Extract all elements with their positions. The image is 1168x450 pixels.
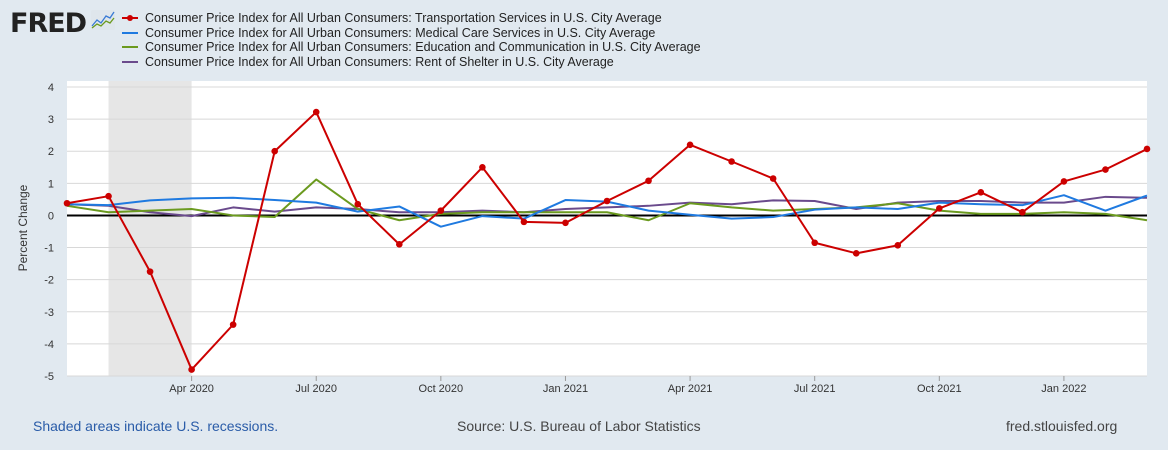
data-point <box>312 108 320 116</box>
legend: Consumer Price Index for All Urban Consu… <box>122 11 701 69</box>
data-point <box>1143 145 1151 153</box>
data-point <box>977 189 985 196</box>
y-tick-label: 4 <box>48 82 54 94</box>
plot-area <box>67 81 1147 376</box>
x-tick-label: Apr 2020 <box>169 383 214 395</box>
data-point <box>354 200 362 208</box>
data-point <box>811 239 818 247</box>
legend-label: Consumer Price Index for All Urban Consu… <box>145 25 656 40</box>
x-tick-label: Jan 2021 <box>543 383 588 395</box>
y-tick-label: -3 <box>44 307 54 319</box>
y-tick-label: 0 <box>48 210 54 222</box>
data-point <box>894 242 902 249</box>
data-point <box>728 158 735 165</box>
legend-item-education[interactable]: Consumer Price Index for All Urban Consu… <box>122 40 701 55</box>
legend-label: Consumer Price Index for All Urban Consu… <box>145 40 701 54</box>
legend-label: Consumer Price Index for All Urban Consu… <box>145 11 662 25</box>
fred-chart-icon <box>91 10 115 30</box>
data-point <box>479 163 486 171</box>
legend-item-shelter[interactable]: Consumer Price Index for All Urban Consu… <box>122 55 701 70</box>
site-link[interactable]: fred.stlouisfed.org <box>1006 418 1118 434</box>
data-point <box>603 197 611 205</box>
x-tick-label: Oct 2020 <box>419 383 464 395</box>
data-point <box>1060 178 1068 185</box>
data-point <box>271 147 278 155</box>
legend-label: Consumer Price Index for All Urban Consu… <box>145 54 614 69</box>
recession-note: Shaded areas indicate U.S. recessions. <box>33 418 279 434</box>
x-tick-label: Apr 2021 <box>668 383 713 395</box>
data-point <box>146 268 154 275</box>
source-note: Source: U.S. Bureau of Labor Statistics <box>457 418 701 434</box>
data-point <box>686 141 694 149</box>
data-point <box>852 250 860 257</box>
y-tick-label: 1 <box>48 178 54 190</box>
x-tick-label: Jul 2020 <box>295 383 337 395</box>
y-tick-label: 2 <box>48 146 54 158</box>
y-tick-label: -2 <box>44 275 54 287</box>
series-line <box>66 178 1148 222</box>
data-point <box>562 219 569 227</box>
data-point <box>936 205 943 212</box>
data-point <box>1102 166 1109 173</box>
data-point <box>229 321 237 328</box>
data-point <box>188 366 195 373</box>
x-tick-label: Jan 2022 <box>1041 383 1086 395</box>
data-point <box>63 199 71 207</box>
series-line <box>66 195 1148 218</box>
data-point <box>396 241 403 248</box>
legend-item-transportation[interactable]: Consumer Price Index for All Urban Consu… <box>122 11 701 26</box>
y-tick-label: -4 <box>44 339 54 351</box>
x-tick-label: Oct 2021 <box>917 383 962 395</box>
x-tick-label: Jul 2021 <box>794 383 836 395</box>
data-point <box>645 177 652 185</box>
y-tick-label: -5 <box>44 371 54 383</box>
data-point <box>520 218 528 226</box>
data-point <box>437 207 445 214</box>
data-point <box>1019 208 1026 216</box>
data-point <box>105 192 112 200</box>
data-point <box>769 175 777 182</box>
y-tick-label: 3 <box>48 114 54 126</box>
y-tick-label: -1 <box>44 243 54 255</box>
fred-logo: FRED <box>10 8 87 39</box>
legend-item-medical[interactable]: Consumer Price Index for All Urban Consu… <box>122 26 701 41</box>
recession-shading <box>108 81 192 376</box>
